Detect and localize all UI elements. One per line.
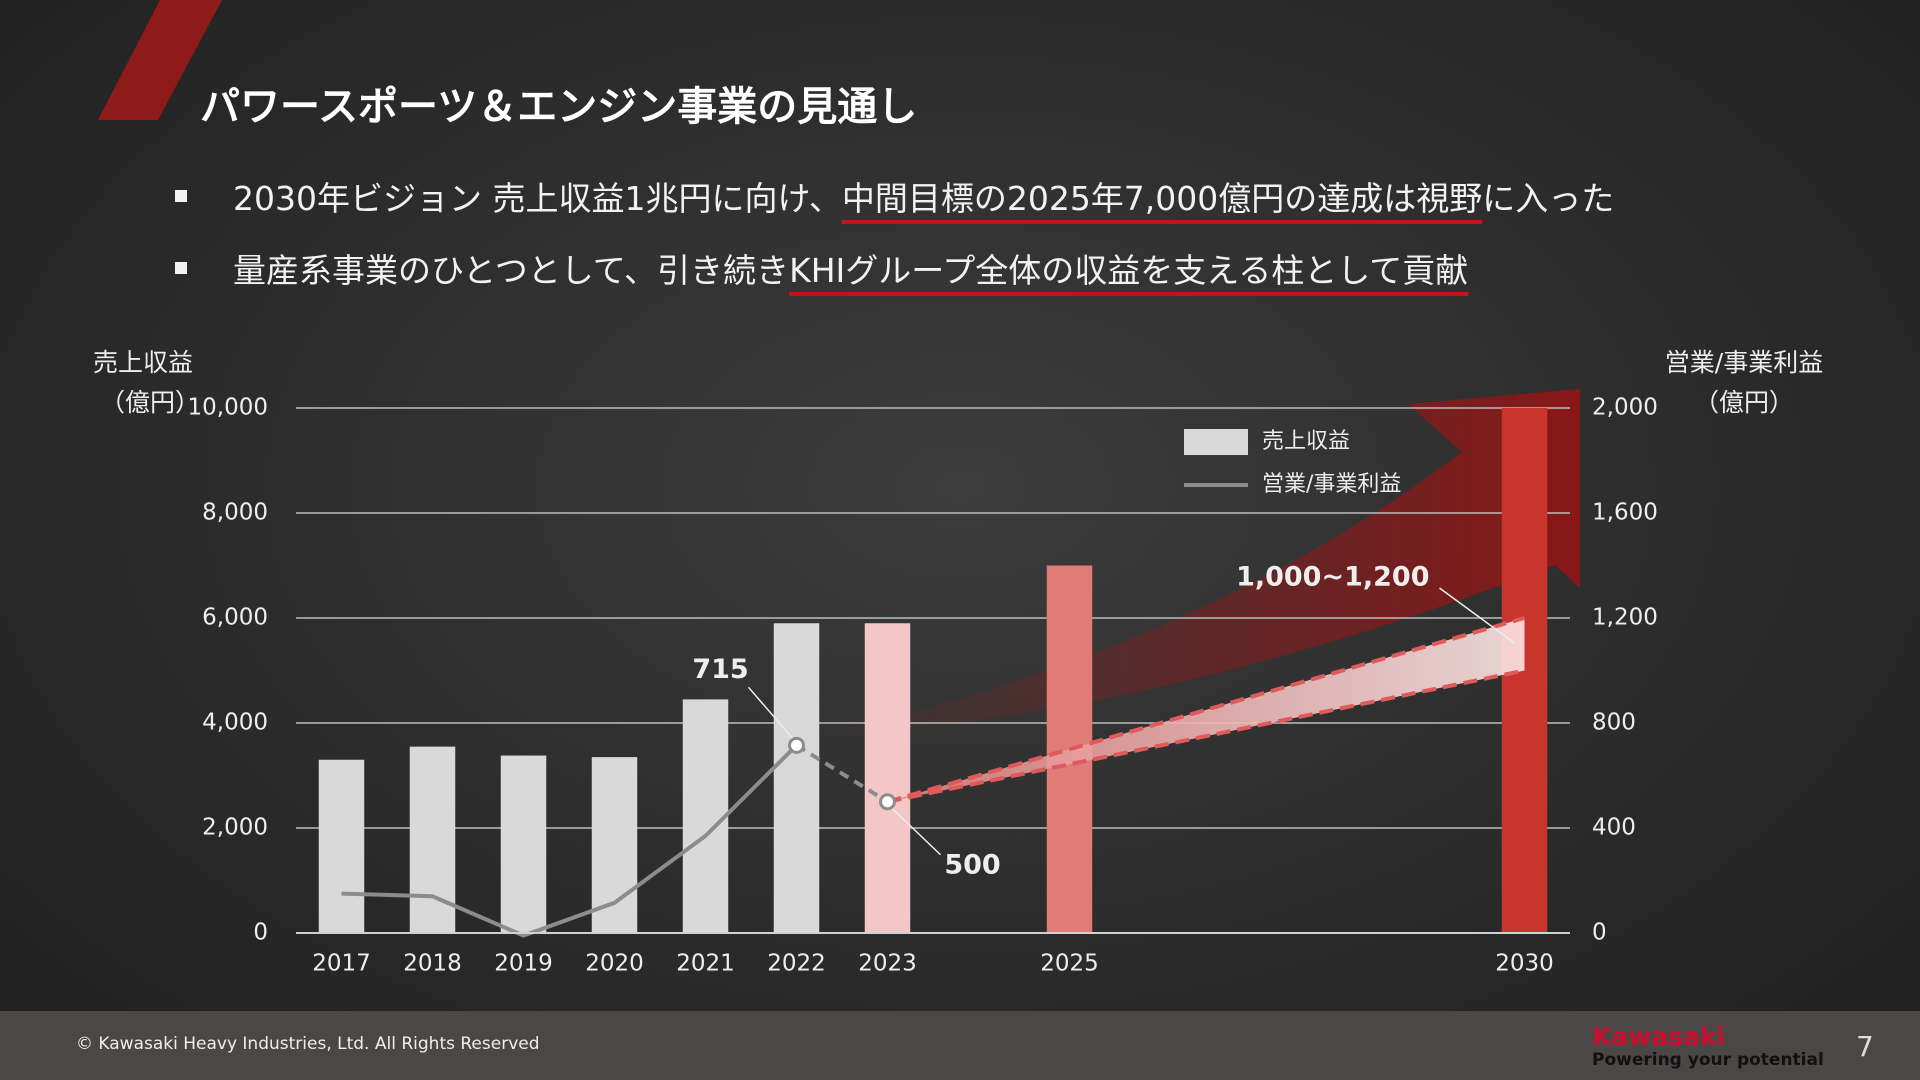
x-tick-label: 2017	[312, 951, 371, 977]
copyright: © Kawasaki Heavy Industries, Ltd. All Ri…	[76, 1034, 540, 1054]
y-tick-label: 8,000	[202, 500, 268, 526]
underlined-text: 中間目標の2025年7,000億円の達成は視野	[841, 179, 1483, 218]
x-tick-label: 2023	[858, 951, 917, 977]
tagline: Powering your potential	[1592, 1050, 1824, 1070]
y2-tick-label: 0	[1592, 920, 1607, 946]
legend-label: 売上収益	[1262, 429, 1350, 454]
y-tick-label: 2,000	[202, 815, 268, 841]
x-tick-label: 2019	[494, 951, 553, 977]
leader-line	[747, 686, 795, 740]
x-tick-label: 2022	[767, 951, 826, 977]
y2-tick-label: 1,200	[1592, 605, 1658, 631]
x-tick-label: 2020	[585, 951, 644, 977]
footer-bar	[0, 1011, 1920, 1080]
bullet-text: 2030年ビジョン 売上収益1兆円に向け、	[233, 179, 842, 218]
leader-line	[1439, 587, 1515, 644]
bullet: 量産系事業のひとつとして、引き続きKHIグループ全体の収益を支える柱として貢献	[174, 244, 1469, 292]
underlined-text: KHIグループ全体の収益を支える柱として貢献	[789, 251, 1469, 290]
forecast-band	[887, 618, 1525, 802]
slide-title: パワースポーツ＆エンジン事業の見通し	[200, 84, 918, 130]
bar	[682, 699, 729, 933]
data-label: 715	[692, 654, 748, 685]
x-tick-label: 2030	[1495, 951, 1554, 977]
point-marker	[788, 736, 805, 754]
page-number: 7	[1856, 1030, 1874, 1063]
y-tick-label: 6,000	[202, 605, 268, 631]
x-tick-label: 2021	[676, 951, 735, 977]
band-label: 1,000~1,200	[1236, 562, 1429, 593]
y2-tick-label: 2,000	[1592, 395, 1658, 421]
y2-tick-label: 800	[1592, 710, 1636, 736]
legend-swatch	[1184, 429, 1248, 455]
point-marker	[879, 793, 896, 811]
bar	[773, 623, 820, 933]
bullet-text: に入った	[1482, 179, 1615, 218]
y2-tick-label: 1,600	[1592, 500, 1658, 526]
leader-line	[891, 808, 942, 856]
band-edge	[887, 668, 1525, 804]
plot-area: 0 2,000 4,000 6,000 8,000 10,000 0 400 800 1,200 1…	[93, 348, 1823, 977]
bar	[500, 755, 547, 933]
corner-accent	[98, 0, 222, 120]
bullet: 2030年ビジョン 売上収益1兆円に向け、中間目標の2025年7,000億円の達…	[174, 172, 1615, 220]
line-projected	[795, 743, 889, 804]
logo: Kawasaki	[1592, 1022, 1726, 1051]
y-tick-label: 4,000	[202, 710, 268, 736]
y-axis-label: 売上収益	[93, 348, 193, 377]
x-tick-label: 2018	[403, 951, 462, 977]
y2-tick-label: 400	[1592, 815, 1636, 841]
data-label: 500	[944, 849, 1000, 880]
y2-axis-label: （億円）	[1694, 388, 1794, 417]
band-edge	[886, 616, 1526, 804]
y2-axis-label: 営業/事業利益	[1665, 348, 1823, 377]
bullet-text: 量産系事業のひとつとして、引き続き	[233, 251, 790, 290]
y-tick-label: 0	[253, 920, 268, 946]
line	[341, 743, 798, 938]
y-tick-label: 10,000	[188, 395, 268, 421]
bar	[318, 759, 365, 933]
legend-label: 営業/事業利益	[1262, 472, 1401, 497]
bar	[864, 623, 911, 933]
x-tick-label: 2025	[1040, 951, 1099, 977]
y-axis-label: （億円）	[100, 388, 200, 417]
